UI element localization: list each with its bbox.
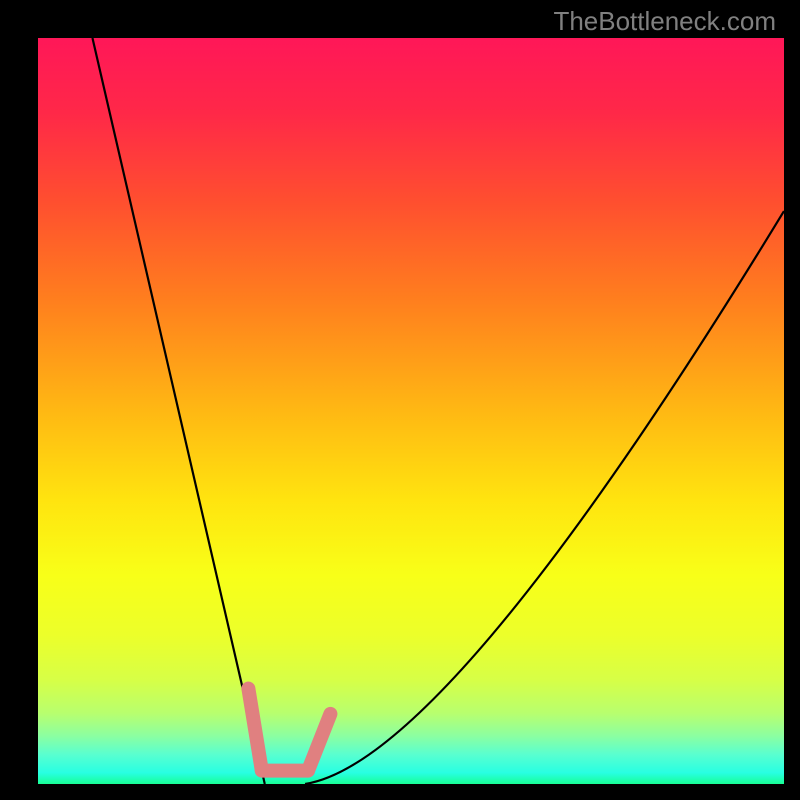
watermark-text: TheBottleneck.com	[553, 6, 776, 37]
chart-frame: TheBottleneck.com	[0, 0, 800, 800]
plot-svg	[38, 38, 784, 784]
plot-area	[38, 38, 784, 784]
gradient-background	[38, 38, 784, 784]
